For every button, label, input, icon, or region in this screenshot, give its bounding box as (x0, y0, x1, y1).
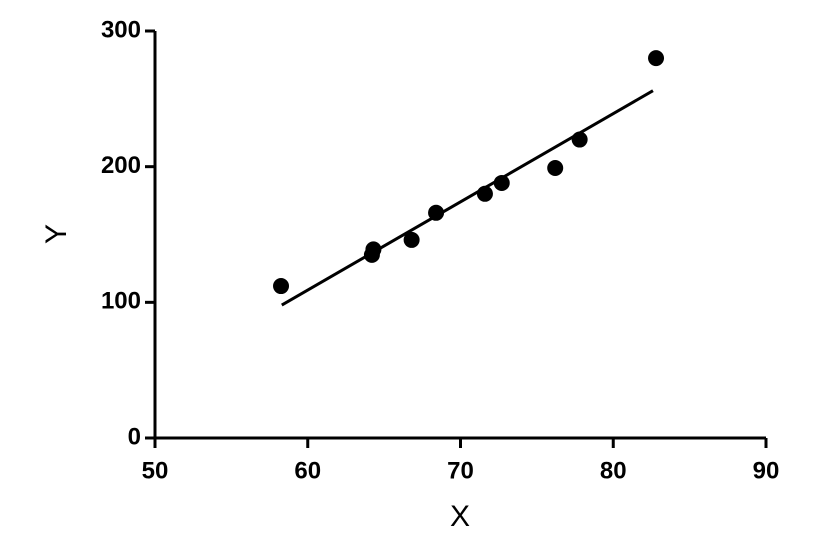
point (493, 174, 510, 191)
y-tick-label: 100 (101, 288, 141, 315)
x-tick-label: 60 (294, 457, 321, 484)
y-axis-label: Y (40, 224, 73, 244)
x-tick-label: 50 (142, 457, 169, 484)
y-tick-label: 0 (128, 423, 141, 450)
point (273, 278, 290, 295)
y-tick-label: 200 (101, 152, 141, 179)
x-axis-label: X (450, 500, 470, 533)
point (571, 131, 588, 148)
point (547, 160, 564, 177)
fit-line (281, 89, 654, 307)
point (648, 50, 665, 67)
x-tick-label: 80 (600, 457, 627, 484)
point (428, 204, 445, 221)
point (476, 185, 493, 202)
point (365, 241, 382, 258)
point (403, 231, 420, 248)
x-tick-label: 70 (447, 457, 474, 484)
x-tick-label: 90 (753, 457, 780, 484)
y-tick-label: 300 (101, 16, 141, 43)
